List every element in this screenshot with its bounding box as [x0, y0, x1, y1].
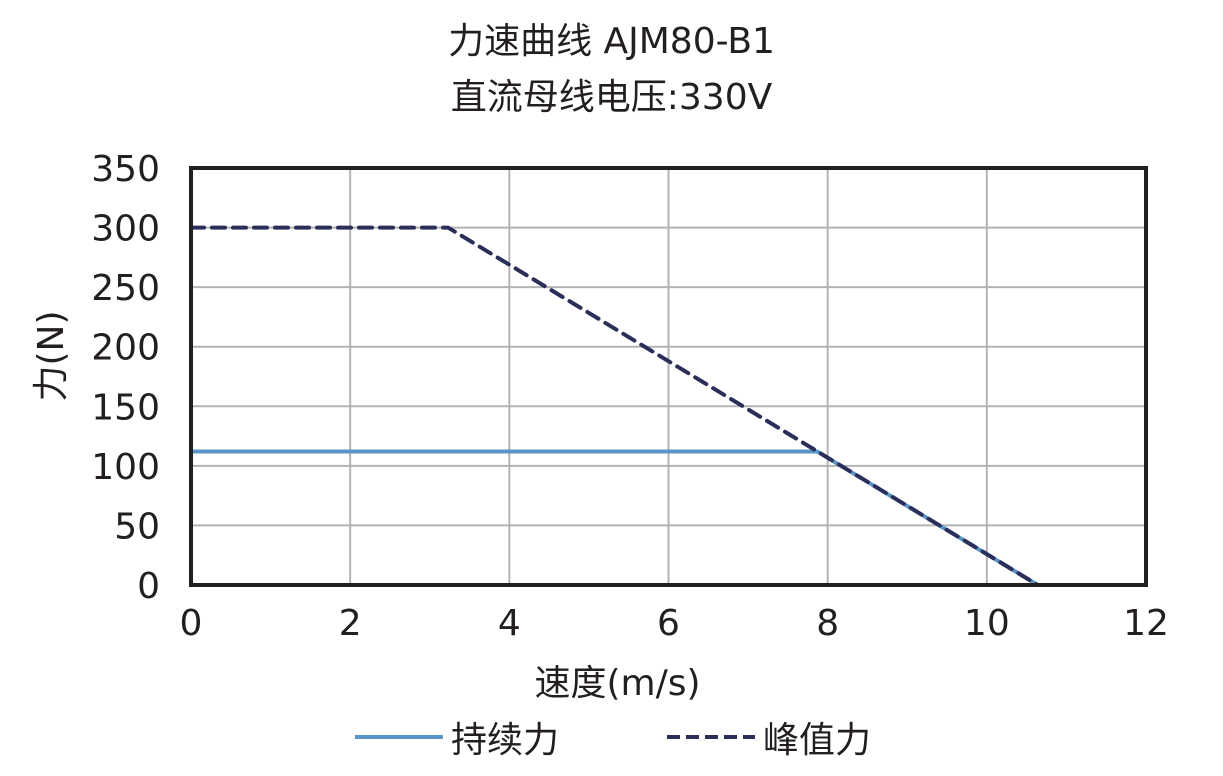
y-tick-label: 50: [114, 506, 160, 547]
legend: 持续力 峰值力: [355, 712, 871, 762]
legend-label-peak: 峰值力: [763, 720, 872, 761]
y-tick-label: 300: [91, 209, 160, 250]
data-series: [189, 225, 1040, 587]
chart-title: 力速曲线 AJM80-B1: [448, 21, 775, 62]
y-tick-label: 350: [91, 149, 160, 190]
x-axis-ticks: 0 2 4 6 8 10 12: [180, 603, 1169, 644]
grid-lines: [190, 167, 1147, 586]
continuous-force-line: [189, 449, 1040, 587]
x-axis-label: 速度(m/s): [534, 663, 701, 704]
solid-line-swatch-icon: [355, 735, 443, 739]
y-tick-label: 0: [137, 566, 160, 607]
x-tick-label: 4: [498, 603, 521, 644]
y-tick-label: 100: [91, 447, 160, 488]
dashed-line-swatch-icon: [667, 735, 756, 739]
x-tick-label: 10: [964, 603, 1010, 644]
y-axis-ticks: 0 50 100 150 200 250 300 350: [91, 149, 160, 607]
y-axis-label: 力(N): [31, 310, 72, 402]
y-tick-label: 250: [91, 268, 160, 309]
y-tick-label: 150: [91, 387, 160, 428]
x-tick-label: 12: [1123, 603, 1169, 644]
x-tick-label: 0: [180, 603, 203, 644]
plot-frame: [189, 166, 1148, 587]
x-tick-label: 2: [339, 603, 362, 644]
legend-item-continuous: 持续力: [355, 711, 559, 763]
x-tick-label: 6: [657, 603, 680, 644]
peak-force-line: [189, 225, 1040, 587]
y-axis-label-container: 力(N): [18, 310, 78, 401]
chart-subtitle: 直流母线电压:330V: [450, 77, 773, 118]
x-tick-label: 8: [816, 603, 839, 644]
legend-label-continuous: 持续力: [451, 720, 560, 761]
legend-item-peak: 峰值力: [667, 711, 871, 763]
y-tick-label: 200: [91, 328, 160, 369]
